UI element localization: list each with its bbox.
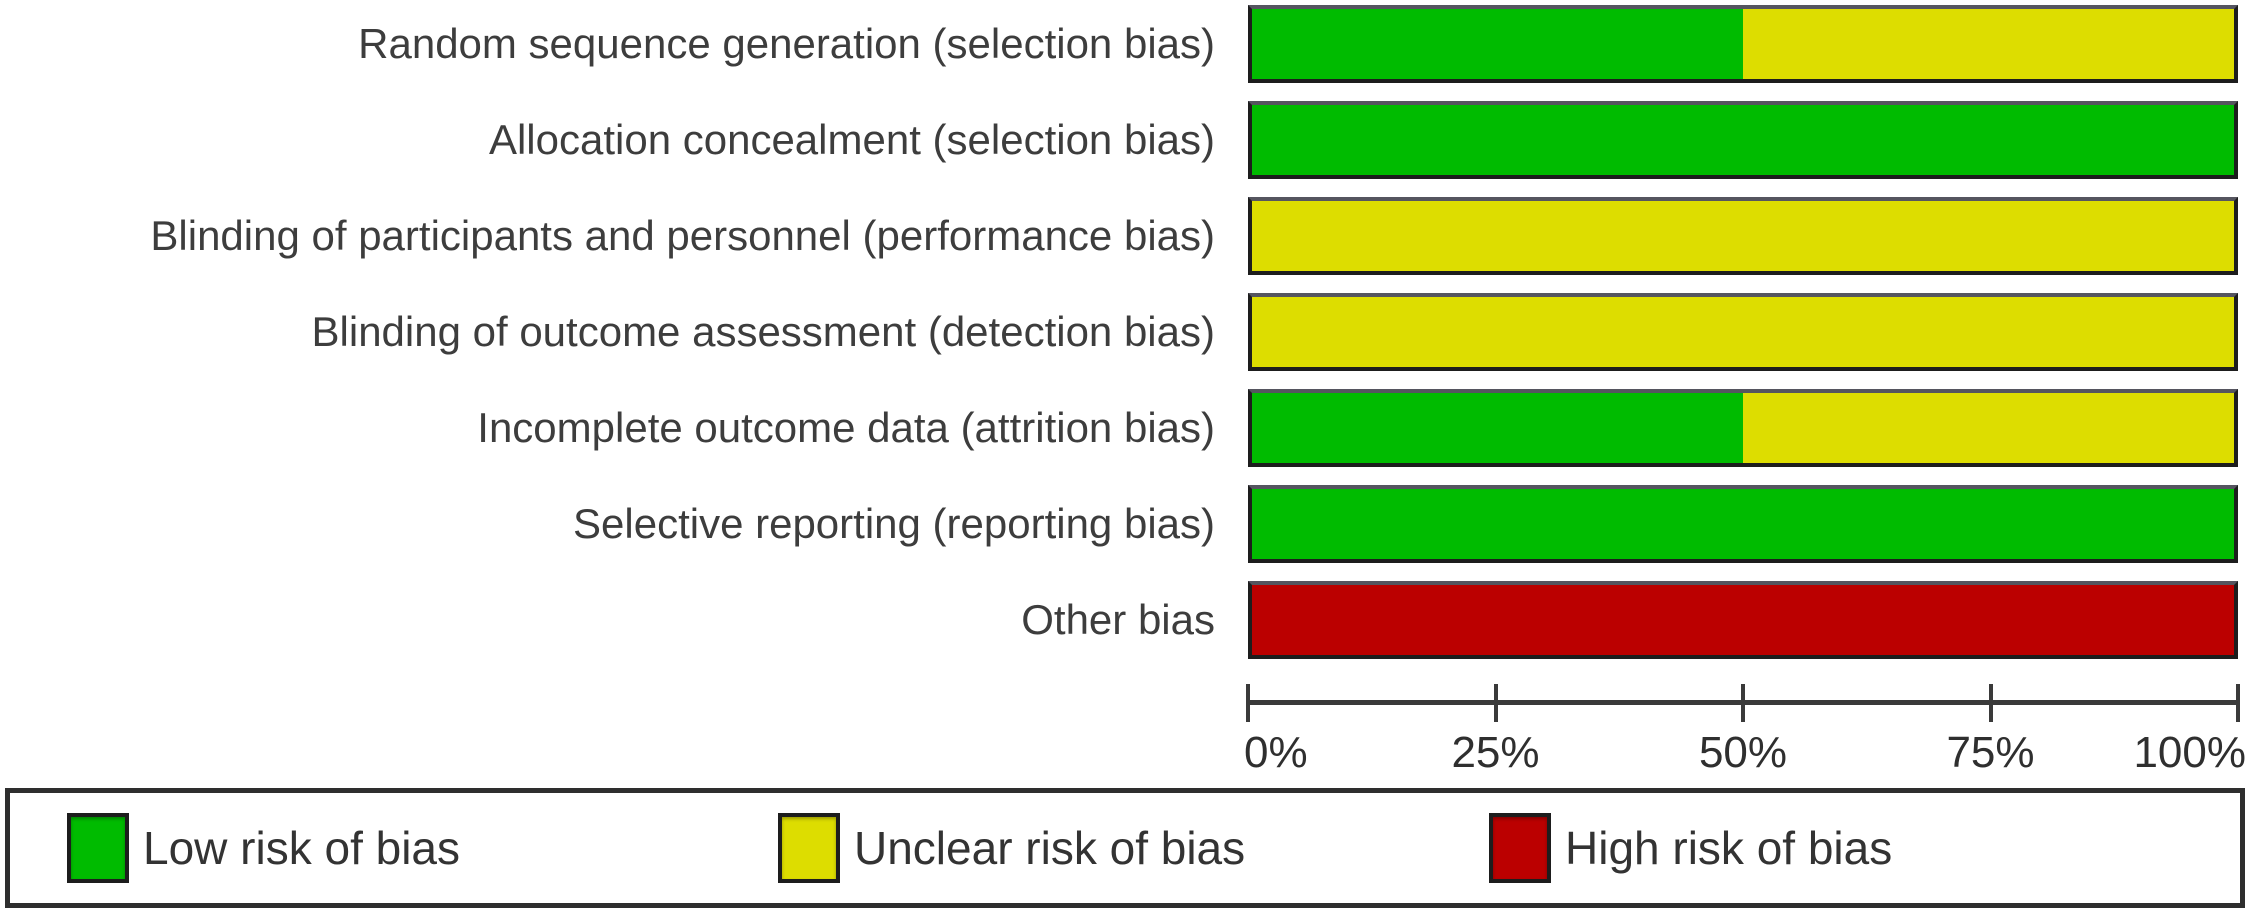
- legend-item: Low risk of bias: [67, 813, 778, 883]
- category-label: Other bias: [1021, 595, 1215, 643]
- chart-row: Blinding of participants and personnel (…: [0, 188, 2250, 284]
- legend-item: Unclear risk of bias: [778, 813, 1489, 883]
- chart-row: Incomplete outcome data (attrition bias): [0, 380, 2250, 476]
- axis-tick: [1493, 684, 1498, 722]
- stacked-bar: [1248, 485, 2238, 563]
- legend: Low risk of bias Unclear risk of bias High…: [5, 788, 2245, 908]
- bar-segment-high: [1252, 585, 2234, 655]
- bar-segment-low: [1252, 489, 2234, 559]
- category-label: Blinding of participants and personnel (…: [150, 211, 1215, 259]
- bar-segment-low: [1252, 9, 1743, 79]
- stacked-bar: [1248, 197, 2238, 275]
- bar-segment-low: [1252, 105, 2234, 175]
- legend-swatch: [1489, 813, 1551, 883]
- axis-tick-label: 100%: [2133, 728, 2246, 777]
- category-label: Selective reporting (reporting bias): [573, 499, 1215, 547]
- legend-label: High risk of bias: [1565, 822, 1893, 874]
- axis-tick-label: 0%: [1244, 728, 1308, 777]
- bar-segment-unclear: [1743, 9, 2234, 79]
- axis-tick-label: 25%: [1451, 728, 1540, 777]
- chart-row: Selective reporting (reporting bias): [0, 476, 2250, 572]
- legend-items: Low risk of bias Unclear risk of bias High…: [10, 793, 2240, 903]
- category-label: Incomplete outcome data (attrition bias): [477, 403, 1215, 451]
- stacked-bar: [1248, 389, 2238, 467]
- axis-tick: [2236, 684, 2240, 722]
- stacked-bar: [1248, 293, 2238, 371]
- axis-tick-label: 75%: [1946, 728, 2035, 777]
- stacked-bar: [1248, 101, 2238, 179]
- legend-item: High risk of bias: [1489, 813, 2240, 883]
- legend-label: Low risk of bias: [143, 822, 461, 874]
- stacked-bar: [1248, 581, 2238, 659]
- category-label: Blinding of outcome assessment (detectio…: [311, 307, 1215, 355]
- legend-swatch: [778, 813, 840, 883]
- legend-label: Unclear risk of bias: [854, 822, 1246, 874]
- axis-tick: [1246, 684, 1250, 722]
- category-label: Allocation concealment (selection bias): [488, 115, 1215, 163]
- bar-segment-unclear: [1252, 201, 2234, 271]
- axis-tick: [1741, 684, 1745, 722]
- legend-swatch: [67, 813, 129, 883]
- chart-row: Other bias: [0, 572, 2250, 668]
- bar-segment-low: [1252, 393, 1743, 463]
- x-axis: 0% 25% 50% 75% 100%: [1244, 684, 2246, 784]
- category-label: Random sequence generation (selection bi…: [358, 19, 1215, 67]
- stacked-bar: [1248, 5, 2238, 83]
- axis-tick: [1988, 684, 1993, 722]
- bias-rows: Random sequence generation (selection bi…: [0, 0, 2250, 668]
- bar-segment-unclear: [1743, 393, 2234, 463]
- bar-segment-unclear: [1252, 297, 2234, 367]
- chart-row: Allocation concealment (selection bias): [0, 92, 2250, 188]
- axis-tick-label: 50%: [1698, 728, 1788, 777]
- chart-row: Blinding of outcome assessment (detectio…: [0, 284, 2250, 380]
- chart-row: Random sequence generation (selection bi…: [0, 0, 2250, 92]
